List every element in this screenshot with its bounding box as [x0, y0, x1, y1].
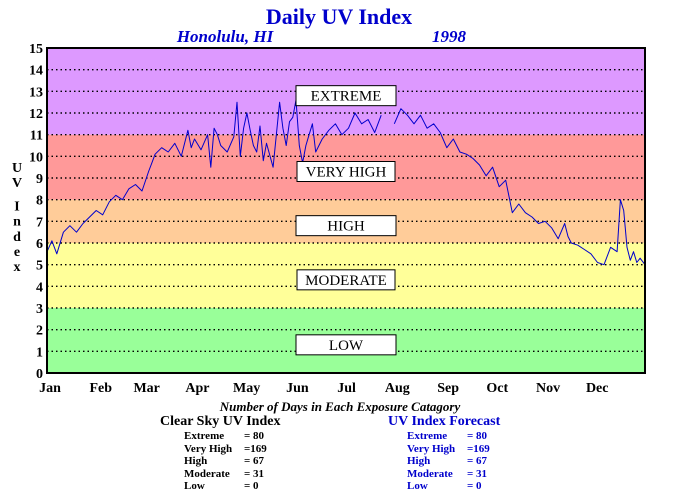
x-tick-label: Aug — [385, 381, 410, 396]
chart-title: Daily UV Index — [266, 4, 412, 29]
chart-subtitle-year: 1998 — [432, 27, 467, 46]
band-label-box — [296, 161, 396, 182]
clear-sky-row-low: Low = 0 — [184, 480, 280, 493]
y-axis-label-letter: d — [13, 230, 21, 245]
row-label: Very High — [407, 442, 456, 455]
uv-series — [46, 99, 646, 266]
y-tick-label: 7 — [36, 215, 43, 230]
uv-series-line — [46, 99, 382, 255]
band-label-text: VERY HIGH — [306, 165, 387, 181]
band-label-box — [295, 334, 397, 356]
y-tick-label: 8 — [36, 194, 43, 209]
forecast-heading: UV Index Forecast — [388, 414, 501, 429]
forecast-column: UV Index Forecast Extreme = 80 Very High =… — [388, 414, 500, 493]
row-label: Moderate — [407, 467, 453, 480]
row-value: =169 — [467, 442, 490, 455]
plot-frame — [46, 47, 646, 374]
y-tick-label: 14 — [29, 64, 43, 79]
row-label: Extreme — [184, 430, 225, 442]
forecast-row-moderate: Moderate = 31 — [407, 468, 500, 481]
clear-sky-row-extreme: Extreme = 80 — [184, 430, 280, 443]
band-label-box — [295, 85, 397, 107]
x-tick-labels: Jan Feb Mar Apr May Jun Jul Aug Sep Oct Nov Dec — [39, 381, 608, 396]
row-value: = 80 — [244, 430, 265, 442]
row-label: High — [407, 455, 431, 467]
y-axis-label-letter: V — [12, 176, 22, 191]
band-label-text: EXTREME — [311, 89, 382, 105]
uv-series-line — [393, 108, 646, 266]
forecast-row-very-high: Very High =169 — [407, 443, 500, 456]
y-tick-label: 10 — [29, 150, 43, 165]
band-label-box — [295, 215, 397, 237]
clear-sky-heading: Clear Sky UV Index — [160, 414, 281, 429]
exposure-summary: Number of Days in Each Exposure Catagory… — [0, 398, 680, 498]
y-axis-label-letter: e — [14, 245, 20, 260]
x-tick-label: Jun — [286, 381, 309, 396]
clear-sky-row-very-high: Very High =169 — [184, 443, 280, 456]
y-tick-label: 9 — [36, 172, 43, 187]
y-tick-label: 3 — [36, 302, 43, 317]
x-tick-label: Apr — [185, 381, 209, 396]
forecast-row-low: Low = 0 — [407, 480, 500, 493]
forecast-row-high: High = 67 — [407, 455, 500, 468]
band-label-box — [296, 269, 396, 291]
x-tick-label: Nov — [536, 381, 560, 396]
row-value: = 0 — [467, 480, 482, 492]
row-label: Low — [407, 480, 428, 492]
row-label: Very High — [184, 442, 233, 455]
y-tick-label: 13 — [29, 85, 43, 100]
row-value: = 31 — [244, 467, 265, 480]
forecast-row-extreme: Extreme = 80 — [407, 430, 500, 443]
uv-chart: Daily UV Index Honolulu, HI 1998 0123456… — [12, 4, 646, 396]
y-tick-label: 12 — [29, 107, 43, 122]
y-tick-label: 0 — [36, 367, 43, 382]
row-value: = 67 — [244, 455, 265, 467]
y-axis-label-letter: U — [12, 161, 22, 176]
band-label-text: HIGH — [327, 219, 365, 235]
y-tick-label: 6 — [36, 237, 43, 252]
band-label-text: MODERATE — [305, 273, 387, 289]
band-labels: EXTREME VERY HIGH HIGH MODERATE LOW — [295, 85, 397, 356]
row-label: Moderate — [184, 467, 230, 480]
row-value: = 80 — [467, 430, 488, 442]
clear-sky-row-moderate: Moderate = 31 — [184, 468, 280, 481]
chart-subtitle-location: Honolulu, HI — [176, 27, 275, 46]
row-value: =169 — [244, 442, 267, 455]
y-tick-label: 1 — [36, 345, 43, 360]
row-value: = 67 — [467, 455, 488, 467]
y-tick-label: 15 — [29, 42, 43, 57]
y-axis-label-letter: x — [14, 260, 21, 275]
x-tick-label: Sep — [437, 381, 459, 396]
y-axis-label-letter: I — [14, 199, 19, 214]
x-tick-label: Jul — [337, 381, 356, 396]
x-tick-label: May — [233, 381, 260, 396]
row-label: Extreme — [407, 430, 448, 442]
exposure-summary-title: Number of Days in Each Exposure Catagory — [219, 399, 461, 414]
clear-sky-column: Clear Sky UV Index Extreme = 80 Very High… — [160, 414, 280, 493]
x-tick-label: Oct — [486, 381, 508, 396]
row-value: = 0 — [244, 480, 259, 492]
clear-sky-row-high: High = 67 — [184, 455, 280, 468]
y-tick-label: 2 — [36, 324, 43, 339]
row-value: = 31 — [467, 467, 488, 480]
y-tick-label: 5 — [36, 259, 43, 274]
x-tick-label: Jan — [39, 381, 61, 396]
y-tick-label: 11 — [30, 129, 43, 144]
x-tick-label: Feb — [90, 381, 113, 396]
row-label: High — [184, 455, 208, 467]
y-tick-label: 4 — [36, 280, 43, 295]
row-label: Low — [184, 480, 205, 492]
x-tick-label: Mar — [133, 381, 159, 396]
y-axis-label-letter: n — [13, 215, 21, 230]
band-label-text: LOW — [329, 338, 364, 354]
x-tick-label: Dec — [586, 381, 609, 396]
